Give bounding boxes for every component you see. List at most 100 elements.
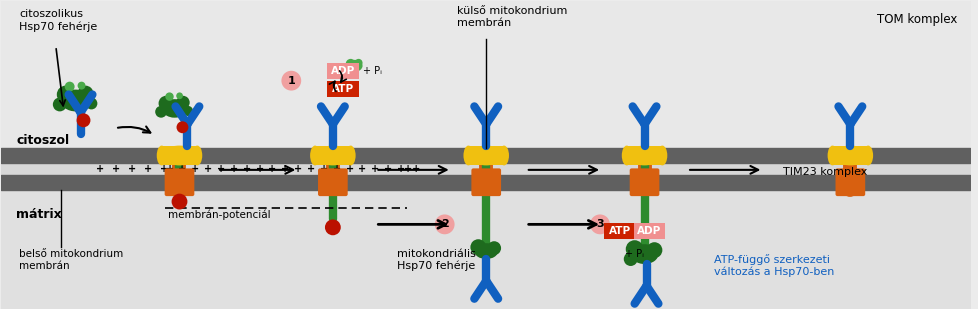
Circle shape	[65, 82, 74, 91]
Circle shape	[165, 92, 173, 101]
Ellipse shape	[863, 146, 872, 165]
Text: +: +	[307, 164, 315, 174]
Text: +: +	[320, 164, 328, 174]
Text: ATP-függő szerkezeti
változás a Hsp70-ben: ATP-függő szerkezeti változás a Hsp70-be…	[713, 254, 833, 277]
FancyBboxPatch shape	[467, 146, 504, 165]
Text: +: +	[333, 164, 340, 174]
Ellipse shape	[474, 243, 498, 259]
Circle shape	[623, 252, 637, 266]
Text: 2: 2	[440, 219, 448, 229]
Text: +: +	[159, 164, 167, 174]
FancyBboxPatch shape	[327, 63, 358, 79]
Circle shape	[77, 86, 93, 101]
FancyBboxPatch shape	[626, 146, 662, 165]
Text: + Pᵢ: + Pᵢ	[625, 249, 644, 259]
Circle shape	[57, 86, 74, 104]
Ellipse shape	[315, 146, 350, 165]
Ellipse shape	[657, 146, 667, 165]
Text: +: +	[397, 164, 405, 174]
FancyBboxPatch shape	[164, 168, 195, 196]
Text: +: +	[255, 164, 263, 174]
Text: ++: ++	[404, 164, 420, 174]
FancyBboxPatch shape	[629, 168, 659, 196]
Circle shape	[345, 59, 355, 69]
Circle shape	[325, 219, 340, 235]
Text: ADP: ADP	[331, 66, 354, 76]
Text: +: +	[144, 164, 152, 174]
Text: ATP: ATP	[332, 84, 353, 94]
FancyBboxPatch shape	[471, 168, 501, 196]
FancyBboxPatch shape	[603, 223, 635, 239]
FancyBboxPatch shape	[834, 168, 865, 196]
Ellipse shape	[310, 146, 320, 165]
Text: TIM23 komplex: TIM23 komplex	[782, 167, 867, 177]
FancyBboxPatch shape	[831, 146, 867, 165]
FancyBboxPatch shape	[315, 146, 350, 165]
Ellipse shape	[345, 146, 355, 165]
Text: +: +	[96, 164, 105, 174]
Text: +: +	[165, 164, 173, 174]
Circle shape	[53, 98, 67, 111]
Ellipse shape	[831, 146, 867, 165]
Circle shape	[176, 121, 188, 133]
Text: citoszol: citoszol	[17, 133, 69, 147]
FancyBboxPatch shape	[633, 223, 665, 239]
Ellipse shape	[499, 146, 509, 165]
Ellipse shape	[156, 146, 166, 165]
Ellipse shape	[826, 146, 836, 165]
Text: +: +	[230, 164, 238, 174]
Ellipse shape	[192, 146, 202, 165]
Text: mitokondriális
Hsp70 fehérje: mitokondriális Hsp70 fehérje	[397, 249, 475, 271]
Text: +: +	[191, 164, 200, 174]
Ellipse shape	[161, 146, 198, 165]
Circle shape	[76, 113, 90, 127]
Text: +: +	[371, 164, 379, 174]
Text: ADP: ADP	[637, 226, 661, 236]
Circle shape	[77, 82, 85, 90]
Ellipse shape	[161, 99, 187, 118]
Text: +: +	[281, 164, 289, 174]
Text: + Pᵢ: + Pᵢ	[362, 66, 381, 76]
Circle shape	[183, 106, 193, 116]
Text: +: +	[178, 164, 187, 174]
Text: ATP: ATP	[608, 226, 630, 236]
Ellipse shape	[467, 146, 504, 165]
Circle shape	[625, 240, 643, 258]
Circle shape	[590, 214, 609, 234]
Ellipse shape	[621, 146, 631, 165]
Circle shape	[171, 194, 187, 210]
Text: +: +	[128, 164, 136, 174]
Text: +: +	[293, 164, 302, 174]
Ellipse shape	[346, 60, 362, 72]
Text: membrán-potenciál: membrán-potenciál	[167, 210, 270, 220]
Ellipse shape	[630, 244, 658, 264]
Text: +: +	[204, 164, 212, 174]
Ellipse shape	[626, 146, 662, 165]
Text: +: +	[217, 164, 225, 174]
Circle shape	[645, 242, 662, 258]
Circle shape	[85, 98, 97, 109]
Circle shape	[487, 241, 501, 255]
Text: 1: 1	[288, 76, 295, 86]
Ellipse shape	[463, 146, 473, 165]
Text: +: +	[268, 164, 277, 174]
Text: +: +	[243, 164, 250, 174]
Circle shape	[176, 96, 190, 109]
FancyBboxPatch shape	[327, 81, 358, 96]
Text: külső mitokondrium
membrán: külső mitokondrium membrán	[456, 6, 566, 28]
Circle shape	[434, 214, 454, 234]
FancyBboxPatch shape	[161, 146, 198, 165]
Text: +: +	[112, 164, 120, 174]
Text: +: +	[345, 164, 353, 174]
Text: TOM komplex: TOM komplex	[876, 13, 956, 26]
Circle shape	[156, 106, 167, 118]
Circle shape	[176, 92, 183, 99]
Ellipse shape	[61, 90, 90, 111]
Text: mátrix: mátrix	[17, 208, 62, 221]
FancyBboxPatch shape	[318, 168, 347, 196]
Text: belső mitokondrium
membrán: belső mitokondrium membrán	[20, 249, 123, 271]
Circle shape	[469, 239, 486, 255]
Text: +: +	[358, 164, 366, 174]
Circle shape	[158, 96, 173, 111]
Text: 3: 3	[596, 219, 603, 229]
